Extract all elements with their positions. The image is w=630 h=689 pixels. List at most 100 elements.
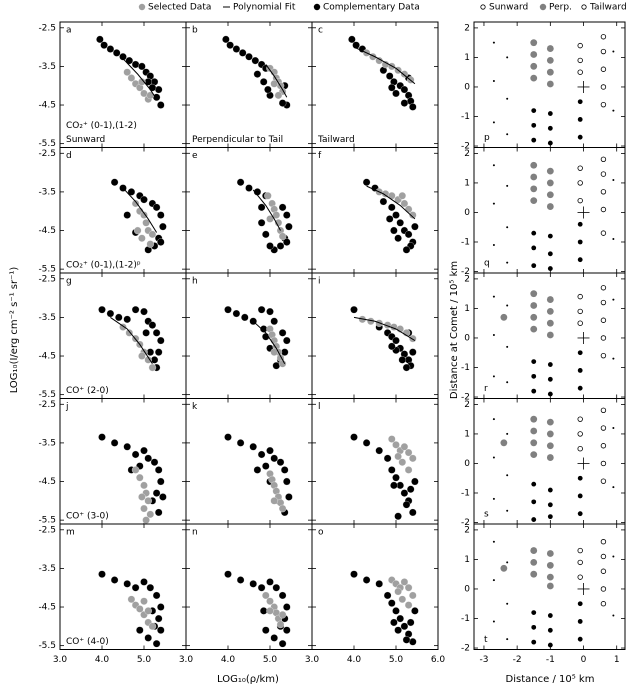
- data-point: [506, 97, 509, 100]
- x-tick-label: 5.0: [389, 655, 404, 665]
- data-point: [392, 336, 400, 345]
- data-point: [546, 573, 554, 581]
- panel-label: i: [318, 277, 321, 287]
- data-point: [411, 477, 419, 486]
- data-point: [392, 441, 400, 449]
- data-point: [138, 234, 146, 242]
- x-tick-label: 3.0: [53, 655, 68, 665]
- data-point: [257, 305, 266, 314]
- data-point: [270, 80, 278, 88]
- data-point: [506, 261, 509, 264]
- y-tick-label: -1: [461, 488, 470, 498]
- data-point: [236, 439, 245, 447]
- data-point: [600, 601, 607, 607]
- data-point: [409, 638, 417, 646]
- data-point: [394, 587, 402, 596]
- data-point: [492, 497, 495, 500]
- data-point: [406, 485, 415, 493]
- panel-label: b: [192, 26, 198, 36]
- y-tick-label: -2.5: [38, 23, 56, 33]
- data-point: [276, 242, 285, 250]
- data-point: [506, 474, 509, 477]
- data-point: [546, 167, 554, 175]
- y-tick-label: -2: [461, 644, 470, 654]
- annotation: CO⁺ (2-0): [66, 386, 109, 396]
- data-point: [400, 85, 409, 94]
- data-point: [600, 443, 607, 449]
- data-point: [530, 51, 538, 58]
- data-point: [362, 178, 371, 187]
- y-tick-label: 0: [464, 208, 470, 218]
- y-tick-label: 0: [464, 459, 470, 469]
- data-point: [375, 580, 383, 588]
- data-point: [506, 184, 509, 187]
- data-point: [600, 48, 607, 55]
- data-point: [600, 352, 607, 359]
- data-point: [123, 68, 131, 76]
- data-point: [222, 35, 230, 44]
- data-point: [278, 203, 287, 212]
- data-point: [546, 80, 554, 88]
- data-point: [96, 35, 104, 44]
- data-point: [409, 103, 417, 111]
- panel-frame: [185, 398, 313, 525]
- data-point: [144, 634, 152, 642]
- data-point: [577, 368, 583, 373]
- data-point: [133, 226, 142, 235]
- data-point: [362, 576, 371, 584]
- data-point: [546, 550, 554, 557]
- data-point: [144, 497, 152, 505]
- data-point: [232, 309, 241, 318]
- data-point: [500, 439, 508, 447]
- data-point: [506, 56, 509, 59]
- data-point: [409, 334, 417, 343]
- data-point: [600, 171, 607, 177]
- data-point: [236, 576, 245, 584]
- data-point: [577, 574, 583, 580]
- data-point: [127, 188, 136, 196]
- data-point: [396, 481, 404, 490]
- data-point: [600, 206, 607, 213]
- data-point: [546, 45, 554, 52]
- fit-line: [122, 58, 158, 100]
- data-point: [249, 443, 257, 451]
- data-point: [266, 597, 274, 605]
- annotation: CO₂⁺ (0-1),(1-2)ᵖ: [66, 261, 141, 271]
- data-point: [577, 239, 583, 245]
- data-point: [577, 446, 583, 452]
- y-tick-label: 1: [464, 53, 470, 63]
- data-point: [546, 561, 554, 569]
- x-tick-label: 5.0: [263, 655, 278, 665]
- data-point: [506, 638, 509, 641]
- data-point: [547, 514, 553, 520]
- data-point: [577, 57, 583, 64]
- y-tick-label: -3.5: [38, 62, 56, 72]
- data-point: [224, 570, 232, 578]
- data-point: [546, 331, 554, 339]
- data-point: [138, 352, 146, 360]
- data-point: [492, 540, 495, 543]
- data-point: [546, 56, 554, 64]
- data-point: [144, 607, 152, 615]
- data-point: [383, 454, 392, 463]
- y-tick-label: 2: [464, 525, 470, 535]
- data-point: [577, 320, 583, 326]
- annotation: CO⁺ (3-0): [66, 512, 109, 522]
- data-point: [159, 493, 167, 501]
- data-point: [492, 456, 495, 459]
- data-point: [251, 56, 260, 65]
- data-point: [409, 454, 417, 463]
- data-point: [492, 80, 495, 83]
- data-point: [531, 499, 537, 505]
- data-point: [400, 443, 409, 451]
- legend-marker: [138, 3, 146, 11]
- data-point: [131, 450, 140, 459]
- data-point: [270, 317, 278, 326]
- panel-frame: [59, 398, 187, 525]
- data-point: [390, 226, 398, 235]
- data-point: [394, 512, 402, 521]
- data-point: [547, 266, 553, 271]
- data-point: [238, 49, 247, 57]
- data-point: [148, 230, 157, 239]
- panel-label: f: [318, 151, 322, 161]
